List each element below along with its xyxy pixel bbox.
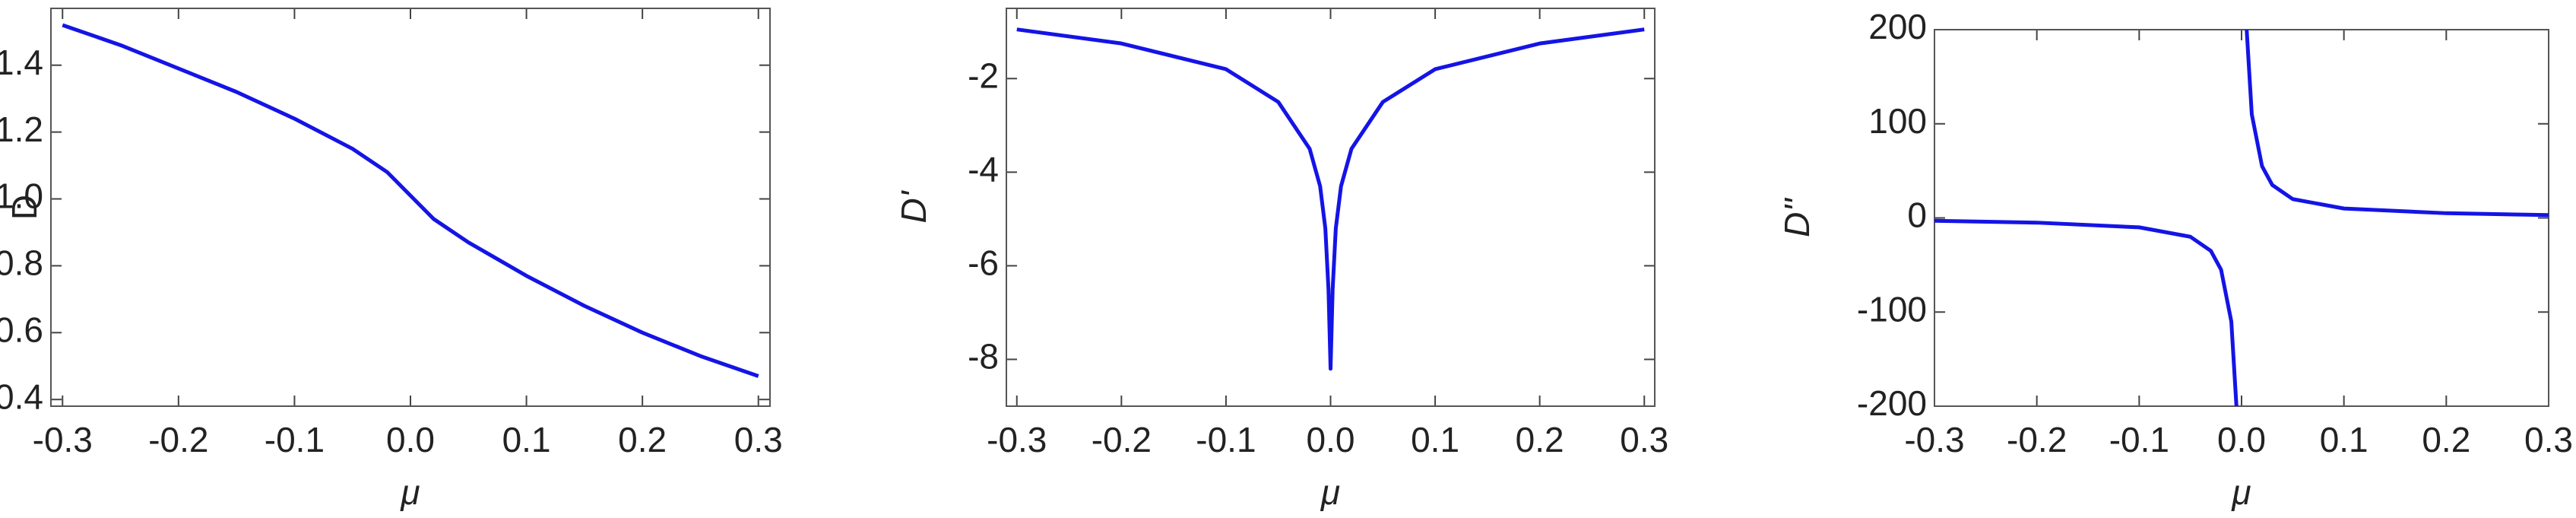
x-tick-label: 0.2 <box>618 420 667 459</box>
x-tick-label: -0.3 <box>1904 420 1964 459</box>
x-axis-label: μ <box>2231 472 2251 512</box>
data-line <box>1934 30 2549 406</box>
plot-frame <box>1934 29 2549 407</box>
y-axis-label: D <box>5 195 44 220</box>
x-tick-label: 0.3 <box>1620 420 1668 459</box>
y-tick-label: -4 <box>968 150 999 189</box>
x-tick-label: -0.2 <box>1092 420 1152 459</box>
x-axis-label: μ <box>1320 472 1340 512</box>
x-tick-label: -0.3 <box>987 420 1047 459</box>
x-tick-label: 0.2 <box>1516 420 1564 459</box>
y-tick-label: 0.8 <box>0 243 43 283</box>
y-tick-label: -100 <box>1857 289 1927 329</box>
y-tick-label: -6 <box>968 243 999 283</box>
y-axis-label: D' <box>894 189 933 223</box>
y-tick-label: 1.0 <box>0 176 43 216</box>
y-tick-label: 1.2 <box>0 110 43 149</box>
x-tick-label: 0.0 <box>2217 420 2266 459</box>
x-tick-label: -0.1 <box>2109 420 2169 459</box>
y-tick-label: -2 <box>968 56 999 95</box>
data-line <box>1016 27 1645 371</box>
x-tick-label: -0.3 <box>33 420 93 459</box>
y-tick-label: 100 <box>1868 101 1927 141</box>
x-tick-label: 0.1 <box>502 420 551 459</box>
x-tick-label: 0.3 <box>2524 420 2573 459</box>
y-tick-label: -200 <box>1857 383 1927 423</box>
y-tick-label: 200 <box>1868 7 1927 46</box>
x-tick-label: -0.1 <box>265 420 325 459</box>
x-tick-label: 0.1 <box>2320 420 2368 459</box>
y-tick-label: 0.4 <box>0 377 43 416</box>
data-line <box>62 23 759 378</box>
y-axis-label: D'' <box>1777 197 1817 237</box>
x-tick-label: -0.2 <box>148 420 208 459</box>
x-tick-label: 0.1 <box>1411 420 1459 459</box>
x-tick-label: -0.2 <box>2007 420 2067 459</box>
y-tick-label: 1.4 <box>0 43 43 82</box>
x-axis-label: μ <box>400 472 420 512</box>
y-tick-label: 0.6 <box>0 310 43 349</box>
x-tick-label: -0.1 <box>1196 420 1256 459</box>
x-tick-label: 0.2 <box>2422 420 2470 459</box>
y-tick-label: -8 <box>968 337 999 377</box>
y-tick-label: 0 <box>1907 195 1927 235</box>
plot-frame <box>50 8 771 407</box>
x-tick-label: 0.0 <box>1307 420 1355 459</box>
x-tick-label: 0.3 <box>734 420 783 459</box>
plot-frame <box>1006 8 1656 407</box>
x-tick-label: 0.0 <box>386 420 435 459</box>
